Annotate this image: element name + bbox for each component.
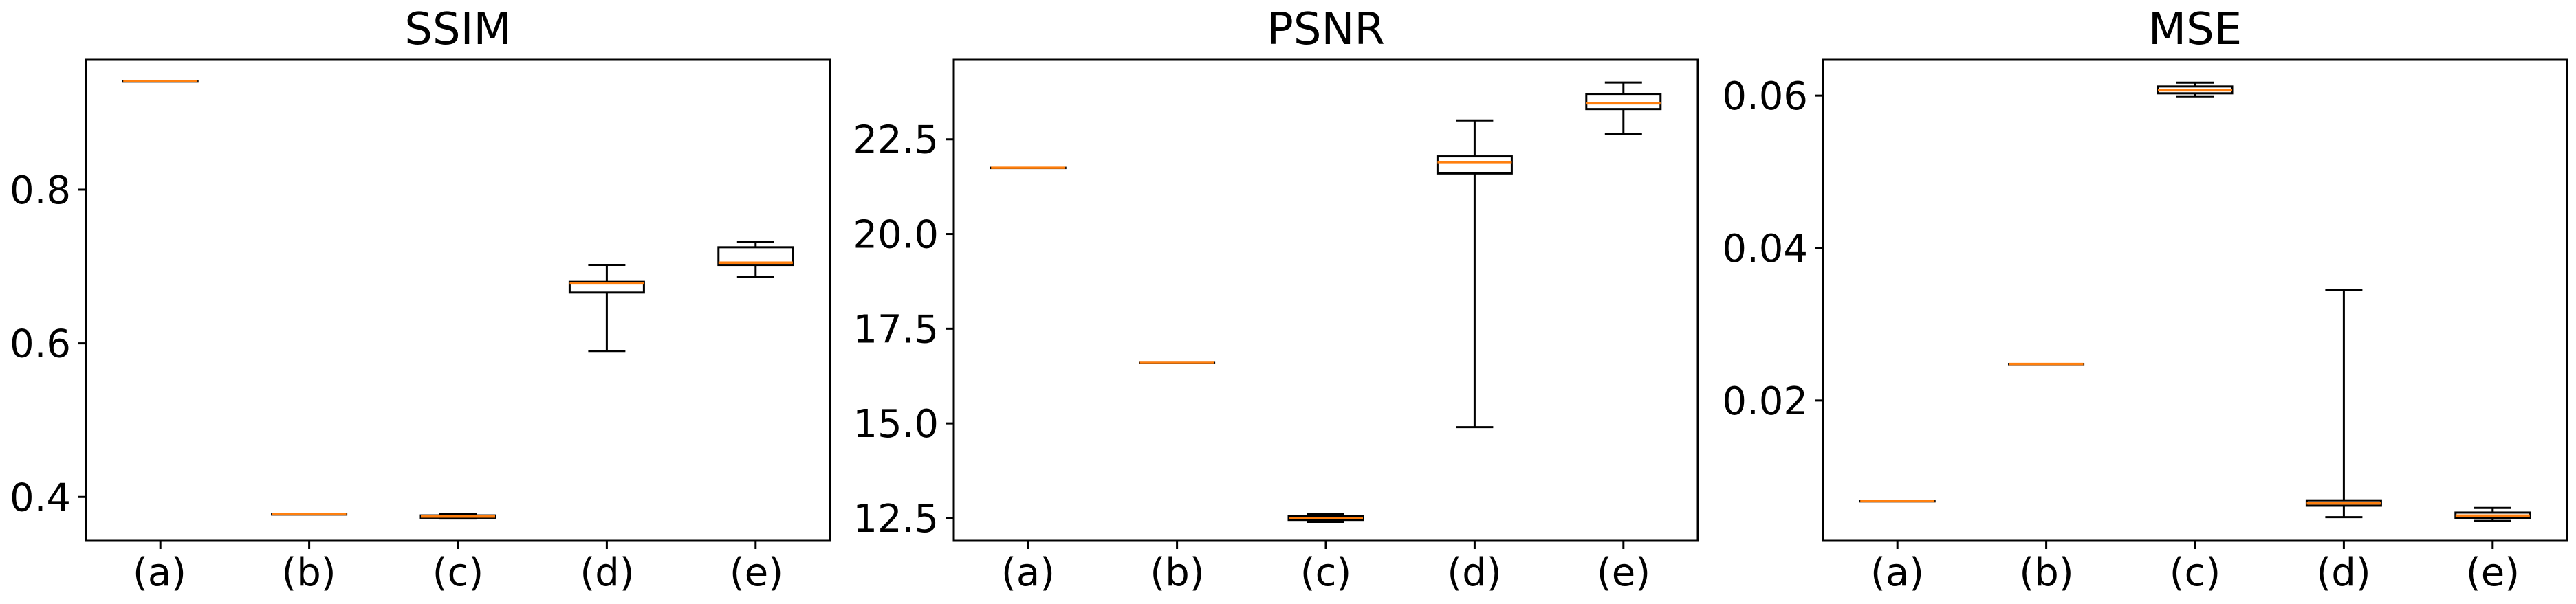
mse-box-d bbox=[2305, 289, 2382, 519]
psnr-x-tick-label-a: (a) bbox=[1001, 550, 1055, 595]
psnr-y-tick-label: 22.5 bbox=[853, 118, 939, 163]
ssim-x-tick-labels: (a) (b) (c) (d) (e) bbox=[133, 550, 783, 595]
mse-x-tick-label-e: (e) bbox=[2466, 550, 2520, 595]
psnr-y-tick-label: 17.5 bbox=[853, 307, 939, 352]
mse-title: MSE bbox=[2148, 4, 2242, 55]
ssim-y-tick-label: 0.8 bbox=[10, 168, 71, 213]
ssim-box-b bbox=[271, 513, 348, 516]
mse-x-tick-label-b: (b) bbox=[2019, 550, 2073, 595]
ssim-x-tick-label-d: (d) bbox=[580, 550, 634, 595]
ssim-x-tick-label-b: (b) bbox=[281, 550, 336, 595]
mse-box-c bbox=[2157, 81, 2234, 98]
psnr-panel: PSNR (a) (b) (c) (d) (e) 12.5 15.0 17.5 20.… bbox=[853, 4, 1699, 595]
mse-box-b bbox=[2008, 362, 2085, 366]
psnr-box-e bbox=[1585, 81, 1662, 135]
mse-y-tick-label: 0.04 bbox=[1722, 227, 1808, 271]
mse-x-tick-label-d: (d) bbox=[2316, 550, 2370, 595]
iqr-box bbox=[1585, 93, 1662, 111]
psnr-y-tick-label: 20.0 bbox=[853, 213, 939, 258]
ssim-x-tick-label-c: (c) bbox=[433, 550, 483, 595]
mse-y-tick-label: 0.06 bbox=[1722, 74, 1808, 119]
mse-x-tick-label-a: (a) bbox=[1870, 550, 1924, 595]
ssim-panel: SSIM (a) (b) (c) (d) (e) 0.4 0.6 0.8 bbox=[10, 4, 831, 595]
psnr-x-tick-label-d: (d) bbox=[1447, 550, 1501, 595]
mse-box-e bbox=[2454, 506, 2531, 522]
ssim-box-e bbox=[717, 241, 794, 278]
ssim-box-d bbox=[568, 264, 645, 353]
mse-box-a bbox=[1859, 500, 1936, 503]
psnr-x-tick-label-b: (b) bbox=[1150, 550, 1204, 595]
ssim-x-tick-label-e: (e) bbox=[730, 550, 783, 595]
psnr-box-d bbox=[1436, 119, 1513, 429]
psnr-x-tick-label-e: (e) bbox=[1597, 550, 1650, 595]
psnr-box-c bbox=[1287, 513, 1364, 523]
mse-x-tick-label-c: (c) bbox=[2170, 550, 2220, 595]
ssim-x-tick-label-a: (a) bbox=[133, 550, 186, 595]
ssim-y-tick-label: 0.4 bbox=[10, 476, 71, 520]
mse-panel: MSE (a) (b) (c) (d) (e) 0.02 0.04 0.06 bbox=[1722, 4, 2568, 595]
ssim-y-tick-label: 0.6 bbox=[10, 322, 71, 367]
psnr-title: PSNR bbox=[1267, 4, 1385, 55]
ssim-box-c bbox=[419, 513, 496, 520]
ssim-box-a bbox=[122, 80, 199, 83]
psnr-x-tick-label-c: (c) bbox=[1300, 550, 1351, 595]
psnr-y-tick-label: 15.0 bbox=[853, 402, 939, 447]
iqr-box bbox=[1436, 155, 1513, 175]
psnr-y-tick-label: 12.5 bbox=[853, 497, 939, 541]
mse-y-tick-label: 0.02 bbox=[1722, 379, 1808, 424]
psnr-x-tick-labels: (a) (b) (c) (d) (e) bbox=[1001, 550, 1650, 595]
mse-x-tick-labels: (a) (b) (c) (d) (e) bbox=[1870, 550, 2520, 595]
ssim-title: SSIM bbox=[404, 4, 511, 55]
